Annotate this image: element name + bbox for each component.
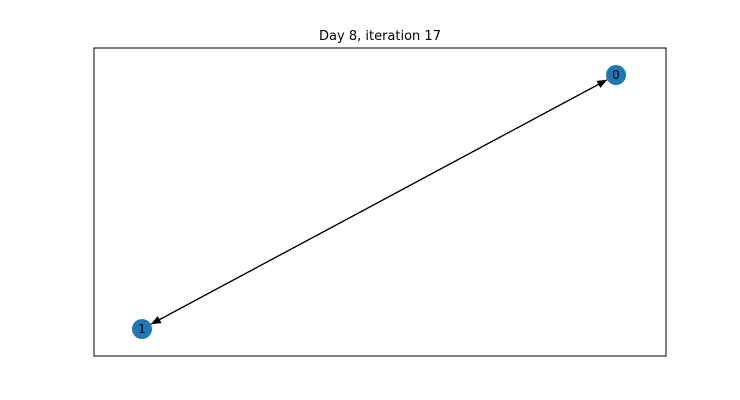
edge-1-to-0 [150, 79, 608, 325]
plot-frame [93, 47, 667, 357]
node-label-1: 1 [138, 322, 146, 336]
node-0 [606, 65, 626, 85]
node-label-0: 0 [612, 68, 620, 82]
nodes-layer: 01 [132, 65, 626, 339]
edges-layer [150, 79, 608, 325]
node-1 [132, 319, 152, 339]
figure-title: Day 8, iteration 17 [319, 29, 441, 44]
